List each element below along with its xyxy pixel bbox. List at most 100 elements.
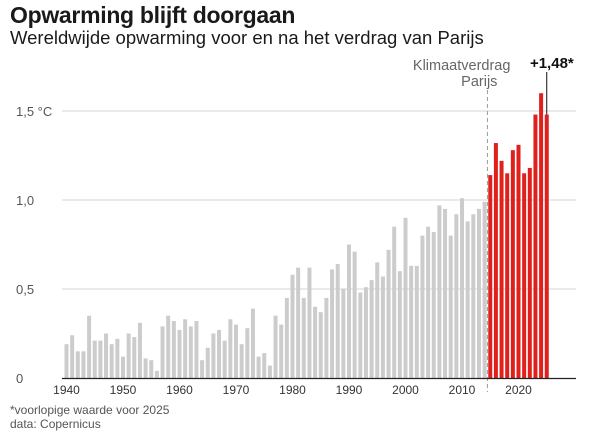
x-tick-label: 1980 [279,383,306,397]
bar-1943 [81,351,86,378]
bar-1991 [352,251,357,378]
bar-1998 [392,226,397,378]
bar-1968 [222,340,227,378]
bar-1940 [64,344,69,378]
bar-1945 [92,340,97,378]
source-credit: data: Copernicus [10,417,101,431]
bar-1953 [137,322,142,378]
bar-1982 [301,297,306,378]
bar-1979 [284,297,289,378]
bar-2008 [448,235,453,378]
chart-subtitle: Wereldwijde opwarming voor en na het ver… [10,27,484,48]
bar-1981 [296,267,301,378]
bar-1996 [380,276,385,378]
bar-2016 [493,143,498,378]
x-tick-label: 2010 [449,383,476,397]
bar-2019 [510,150,515,378]
latest-value-label: +1,48* [530,55,574,72]
bar-1999 [397,271,402,378]
x-tick-label: 1940 [53,383,80,397]
bar-2013 [476,208,481,378]
bar-1970 [234,324,238,378]
bar-2024 [539,93,544,378]
bar-1969 [228,319,233,378]
x-tick-label: 1990 [336,383,363,397]
bar-2009 [454,214,459,378]
y-tick-label: 1,0 [16,193,34,208]
bar-2017 [499,160,504,378]
bar-1952 [132,337,137,378]
bar-1944 [87,315,92,378]
bar-1966 [211,333,216,378]
bar-1957 [160,326,165,378]
bar-2020 [516,144,521,378]
bar-1997 [386,249,391,378]
bar-1985 [318,312,323,378]
bar-2012 [471,214,476,378]
chart-title: Opwarming blijft doorgaan [10,2,296,28]
bar-1971 [239,344,244,378]
bar-1947 [104,333,109,378]
bar-1950 [121,356,125,378]
bar-2023 [533,114,538,378]
bar-1986 [324,297,329,378]
bar-1960 [177,329,182,378]
bar-1965 [205,347,210,378]
bar-2011 [465,221,470,378]
bar-2018 [505,173,510,378]
bar-1989 [341,289,346,378]
bar-1975 [262,353,267,378]
x-tick-label: 1950 [110,383,137,397]
bar-1941 [70,335,75,378]
bar-1956 [154,370,159,378]
bar-2021 [522,173,527,378]
bar-2006 [437,205,442,378]
bar-1980 [290,274,295,378]
bar-2025 [544,114,549,378]
bar-2004 [426,226,431,378]
x-tick-label: 2020 [505,383,532,397]
bar-1961 [183,319,188,378]
bar-2005 [431,232,436,378]
bar-1976 [267,365,272,378]
y-tick-label: 0 [16,371,23,386]
bar-1995 [375,262,380,378]
x-tick-label: 1960 [166,383,193,397]
bar-1951 [126,333,131,378]
bar-1949 [115,338,120,378]
bar-1955 [149,360,154,378]
bar-2010 [460,198,464,378]
bar-2003 [420,235,425,378]
bar-1993 [363,287,368,378]
bar-1962 [188,326,193,378]
bar-1967 [217,329,222,378]
bar-2015 [488,175,493,378]
bar-1963 [194,321,199,378]
bar-1964 [200,360,205,378]
y-tick-label: 1,5 °C [16,104,52,119]
bar-2002 [414,265,419,378]
bar-2014 [482,201,487,378]
y-tick-label: 0,5 [16,282,34,297]
bar-1972 [245,328,250,378]
bar-1990 [347,244,351,378]
bar-1946 [98,340,103,378]
bar-1992 [358,292,363,378]
bar-2007 [443,208,448,378]
bar-1973 [250,308,255,378]
bar-1988 [335,264,340,378]
bar-1948 [109,344,114,378]
bar-1977 [273,315,278,378]
bar-1987 [330,269,335,378]
bar-1958 [166,315,171,378]
bar-2001 [409,265,414,378]
x-tick-label: 2000 [392,383,419,397]
bar-1954 [143,358,148,378]
footnote: *voorlopige waarde voor 2025 [10,403,170,417]
bar-2000 [403,217,408,378]
bar-2022 [527,167,532,378]
bar-1983 [307,267,312,378]
agreement-label-line2: Parijs [461,74,497,90]
bar-1942 [75,351,80,378]
bar-1978 [279,324,284,378]
